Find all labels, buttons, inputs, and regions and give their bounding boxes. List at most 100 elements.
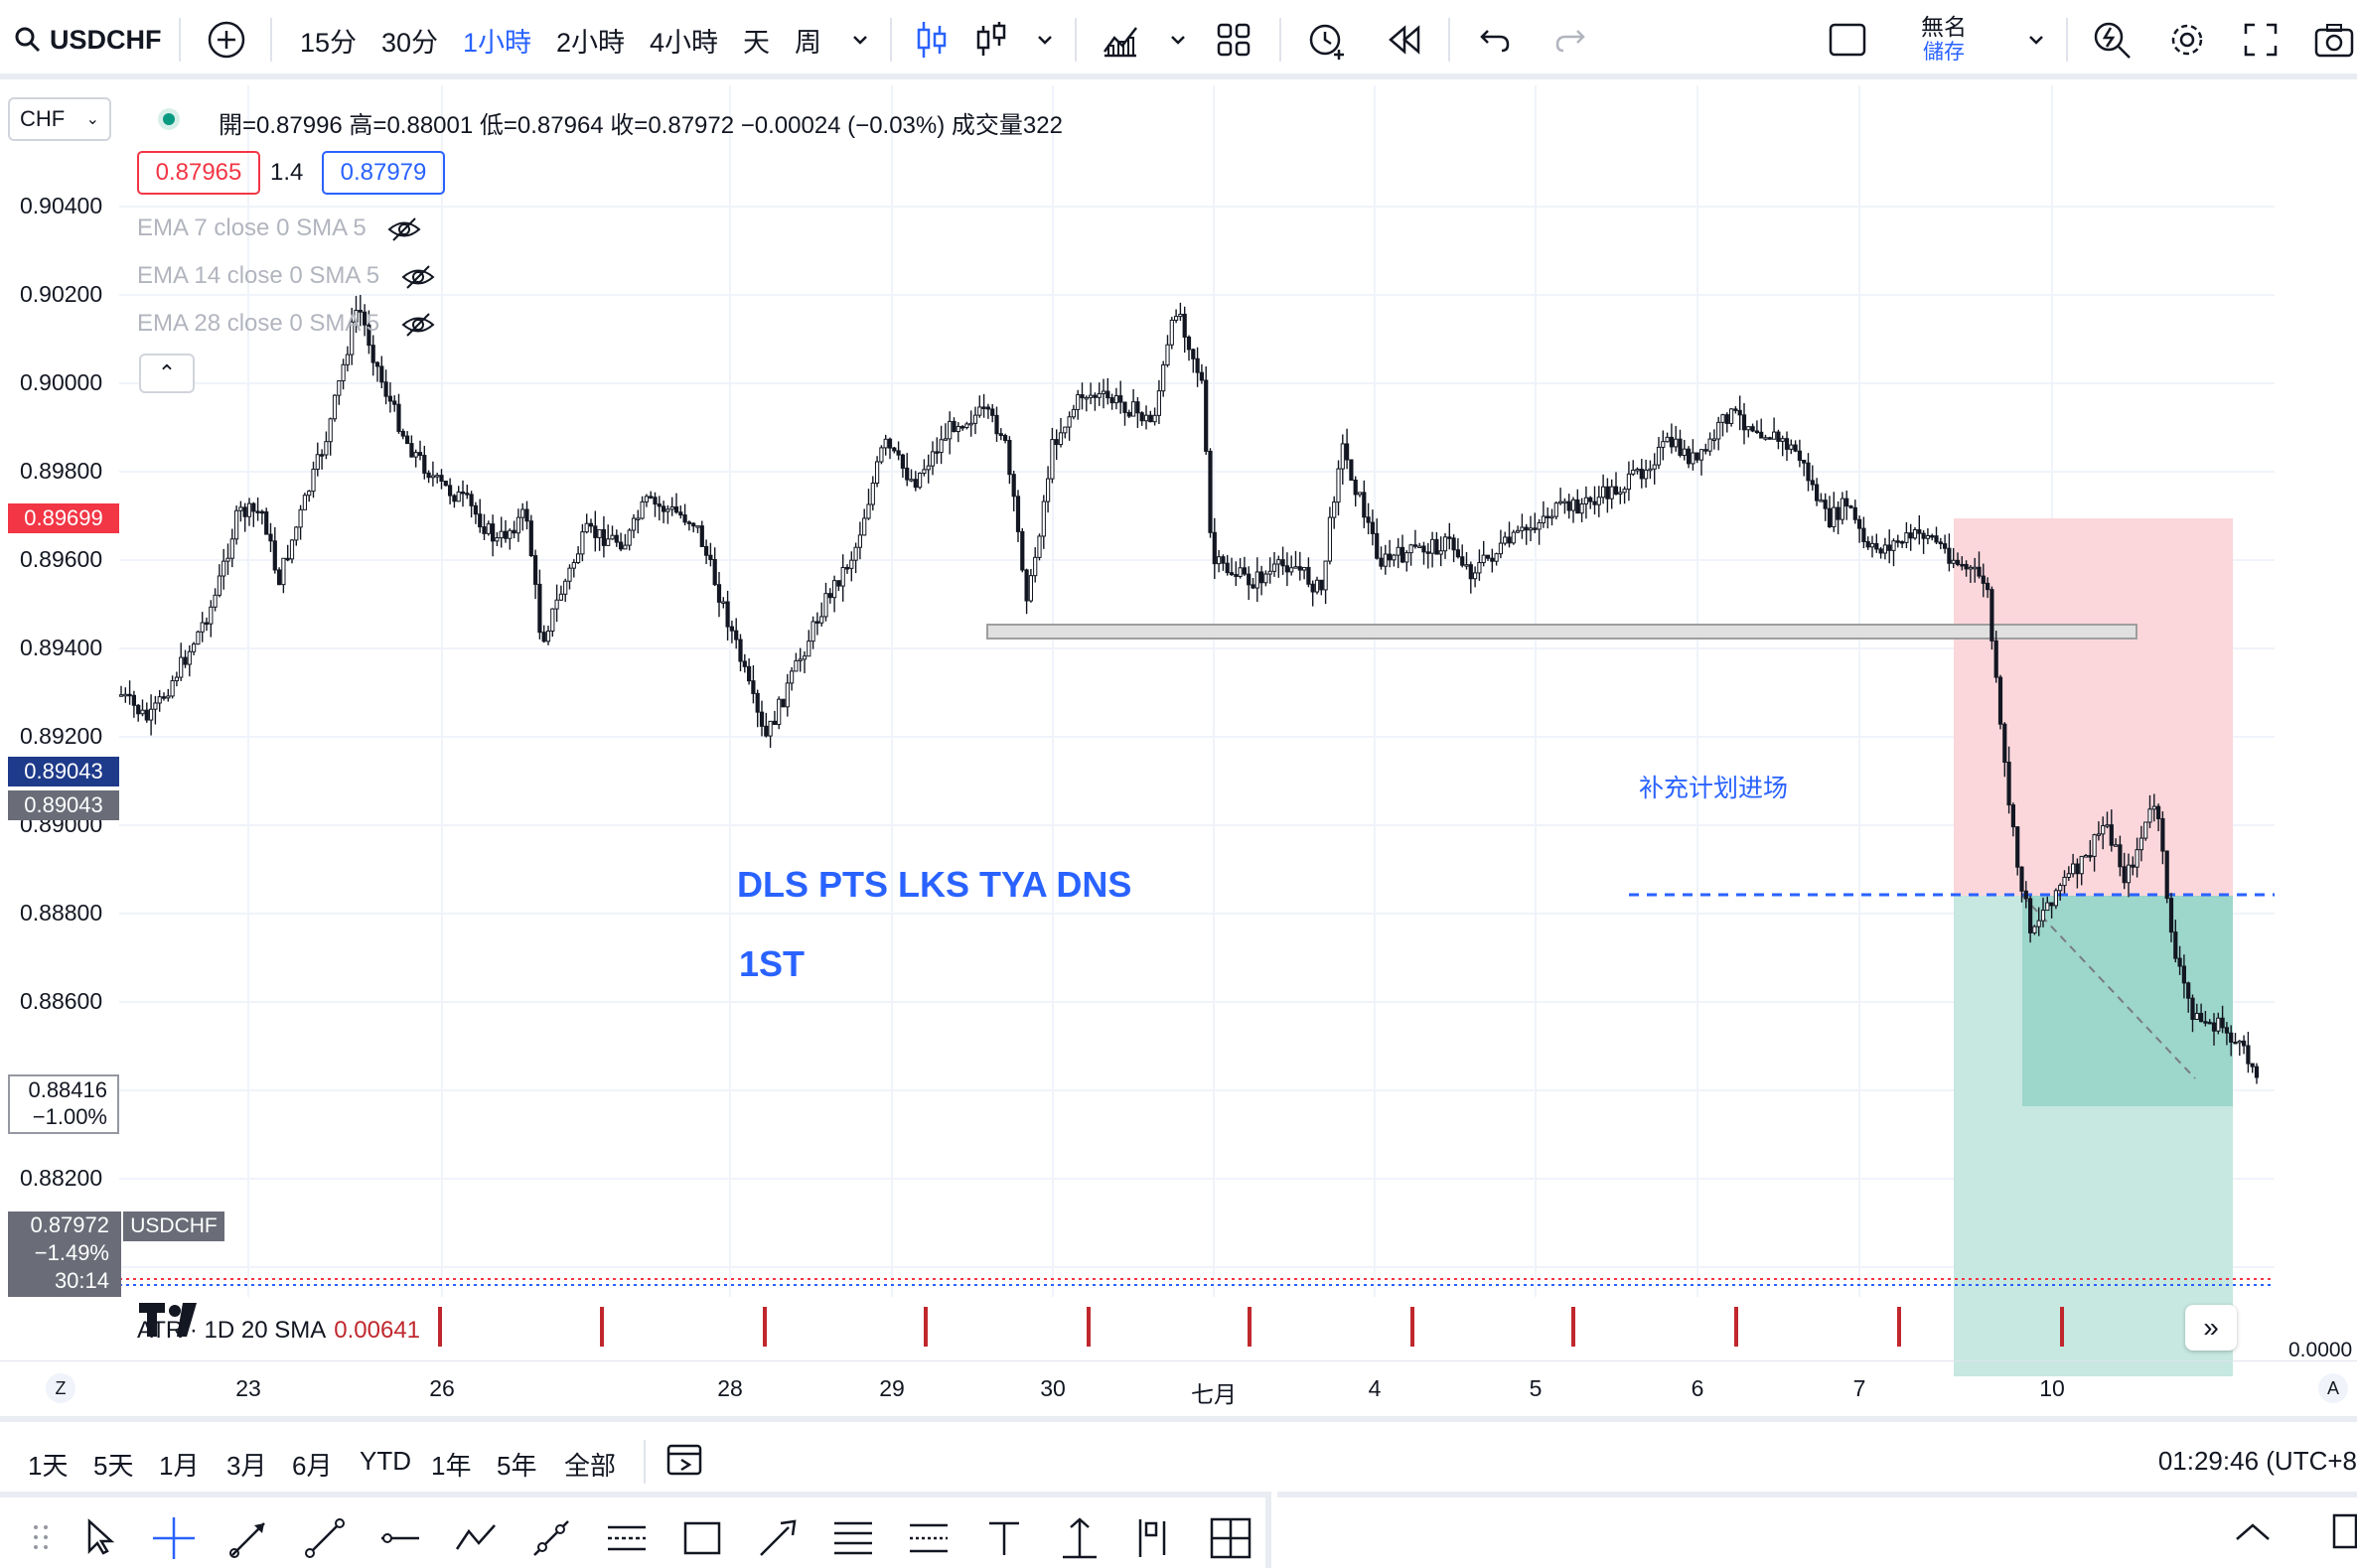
indicator-ema-28[interactable]: EMA 28 close 0 SMA 5: [137, 310, 380, 337]
date-range-icon[interactable]: [665, 1440, 705, 1480]
candle-body: [1204, 379, 1209, 452]
currency-selector[interactable]: CHF ⌄: [8, 97, 111, 141]
layout-dropdown[interactable]: [2026, 18, 2046, 62]
ask-button[interactable]: 0.87979: [322, 151, 445, 195]
rectangle-tool[interactable]: [679, 1515, 725, 1561]
interval-4h[interactable]: 4小時: [650, 27, 719, 58]
quick-search-button[interactable]: [2092, 18, 2132, 62]
text-tool[interactable]: [981, 1515, 1027, 1561]
settings-button[interactable]: [2167, 18, 2207, 62]
scroll-to-realtime-button[interactable]: »: [2185, 1305, 2237, 1351]
templates-button[interactable]: [1216, 18, 1252, 62]
chart-area[interactable]: CHF ⌄ 開=0.87996 高=0.88001 低=0.87964 收=0.…: [0, 85, 2357, 1376]
range-1y[interactable]: 1年: [431, 1451, 472, 1481]
candle-body: [1143, 414, 1149, 422]
candle-body: [1011, 474, 1016, 498]
range-ytd[interactable]: YTD: [360, 1446, 411, 1476]
time-axis[interactable]: Z 23 26 28 29 30 七月 4 5 6 7 10 A: [0, 1360, 2357, 1416]
candle-body: [251, 502, 256, 512]
indicators-button[interactable]: [1101, 18, 1140, 62]
indicator-ema-14[interactable]: EMA 14 close 0 SMA 5: [137, 262, 380, 289]
range-all[interactable]: 全部: [564, 1451, 617, 1481]
polyline-tool[interactable]: [528, 1515, 574, 1561]
alert-button[interactable]: [1305, 18, 1349, 62]
arrow-line-tool[interactable]: [226, 1515, 272, 1561]
crosshair-tool[interactable]: [151, 1515, 197, 1561]
collapse-legend-button[interactable]: ⌃: [139, 354, 195, 393]
search-icon: [15, 27, 41, 53]
fib-tool[interactable]: [830, 1515, 876, 1561]
interval-2h[interactable]: 2小時: [556, 27, 626, 58]
snapshot-button[interactable]: [2314, 18, 2354, 62]
measure-tool[interactable]: [1208, 1515, 1253, 1561]
trend-line-tool[interactable]: [302, 1515, 348, 1561]
replay-button[interactable]: [1387, 18, 1422, 62]
candle-body: [2194, 1012, 2199, 1021]
range-5d[interactable]: 5天: [93, 1451, 134, 1481]
brush-tool[interactable]: [755, 1515, 801, 1561]
candle-body: [1139, 412, 1144, 422]
candle-body: [691, 522, 696, 527]
indicators-dropdown[interactable]: [1168, 18, 1188, 62]
interval-week[interactable]: 周: [795, 27, 821, 58]
clock[interactable]: 01:29:46 (UTC+8: [2157, 1446, 2357, 1476]
indicator-ema-7[interactable]: EMA 7 close 0 SMA 5: [137, 214, 367, 241]
cursor-tool[interactable]: [77, 1515, 123, 1561]
forecast-tool[interactable]: [1132, 1515, 1178, 1561]
support-zone[interactable]: [986, 624, 2137, 640]
candle-body: [883, 438, 888, 449]
eye-hidden-icon[interactable]: [401, 262, 435, 292]
candle-body: [738, 639, 743, 662]
layout-button[interactable]: [1828, 18, 1867, 62]
candle-body: [179, 656, 184, 678]
compare-button[interactable]: [207, 18, 246, 62]
long-position-tool[interactable]: [1057, 1515, 1103, 1561]
annotation-text[interactable]: DLS PTS LKS TYA DNS: [737, 864, 1132, 905]
symbol-search[interactable]: USDCHF: [14, 18, 162, 62]
drag-handle-icon[interactable]: [2330, 1511, 2357, 1551]
interval-1h[interactable]: 1小時: [463, 27, 532, 58]
gann-tool[interactable]: [906, 1515, 952, 1561]
zoom-reset-button[interactable]: Z: [46, 1373, 75, 1403]
chart-type-dropdown[interactable]: [1035, 18, 1055, 62]
entry-line-label[interactable]: 补充计划进场: [1639, 775, 1789, 802]
range-3m[interactable]: 3月: [226, 1451, 267, 1481]
range-6m[interactable]: 6月: [292, 1451, 333, 1481]
candle-body: [593, 525, 598, 538]
price-chart[interactable]: [0, 85, 2357, 1376]
candle-body: [2177, 957, 2182, 967]
candle-body: [558, 593, 563, 601]
candle-body: [1271, 563, 1277, 572]
atr-legend[interactable]: ATR · 1D 20 SMA 0.00641: [137, 1317, 420, 1345]
pitchfork-tool[interactable]: [604, 1515, 650, 1561]
annotation-text[interactable]: 1ST: [739, 943, 806, 984]
path-tool[interactable]: [453, 1515, 499, 1561]
grip-tool[interactable]: [20, 1515, 66, 1561]
price-label: 0.89600: [20, 546, 103, 572]
interval-15m[interactable]: 15分: [300, 27, 358, 58]
range-5y[interactable]: 5年: [497, 1451, 537, 1481]
interval-30m[interactable]: 30分: [381, 27, 439, 58]
eye-hidden-icon[interactable]: [401, 310, 435, 340]
candle-body: [1951, 559, 1956, 564]
chart-type-button[interactable]: [973, 18, 1009, 62]
chevron-up-icon[interactable]: [2233, 1517, 2273, 1547]
fullscreen-button[interactable]: [2243, 18, 2279, 62]
auto-scale-button[interactable]: A: [2318, 1373, 2348, 1403]
candle-body: [614, 534, 619, 543]
candle-body: [285, 557, 290, 561]
range-1d[interactable]: 1天: [28, 1451, 69, 1481]
candle-body: [2126, 864, 2132, 884]
range-1m[interactable]: 1月: [159, 1451, 200, 1481]
eye-hidden-icon[interactable]: [387, 214, 421, 244]
save-layout[interactable]: 無名 儲存: [1921, 14, 1967, 70]
bid-button[interactable]: 0.87965: [137, 151, 260, 195]
horizontal-ray-tool[interactable]: [377, 1515, 423, 1561]
candle-body: [1819, 499, 1824, 502]
interval-day[interactable]: 天: [743, 27, 770, 58]
redo-button[interactable]: [1553, 18, 1587, 62]
candles-button[interactable]: [914, 18, 950, 62]
interval-dropdown[interactable]: [850, 18, 870, 62]
candle-body: [1852, 506, 1857, 520]
undo-button[interactable]: [1478, 18, 1512, 62]
